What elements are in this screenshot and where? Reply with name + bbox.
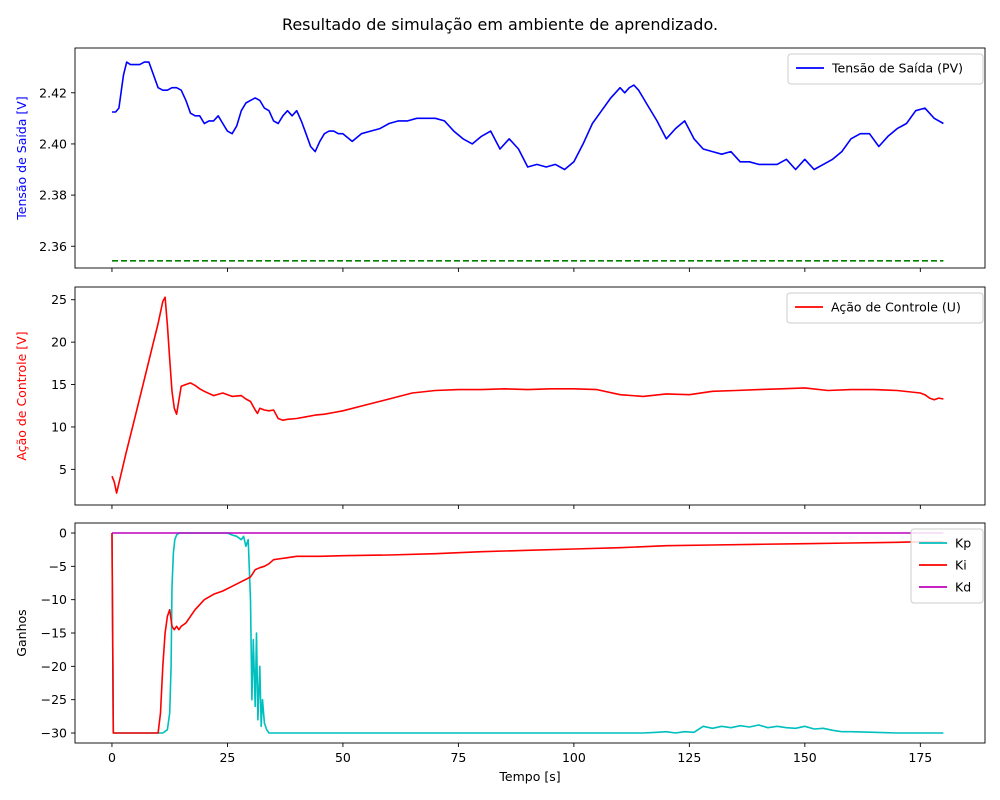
legend: Tensão de Saída (PV) [787, 53, 984, 85]
y-tick-label: 10 [51, 419, 67, 434]
legend-label: Kd [955, 580, 971, 595]
y-tick-label: 25 [51, 292, 67, 307]
series-line-tens-o-de-sa-da-pv- [112, 61, 944, 171]
legend-label: Ki [955, 558, 967, 573]
y-axis-label: Ganhos [14, 609, 29, 656]
y-tick-label: 15 [51, 377, 67, 392]
y-tick-label: 0 [59, 526, 67, 541]
x-tick-label: 175 [908, 750, 932, 765]
legend-box [910, 528, 984, 604]
series-line-ki [111, 532, 944, 734]
y-axis-label: Ação de Controle [V] [14, 331, 29, 460]
y-axis-label: Tensão de Saída [V] [14, 96, 29, 220]
x-tick-label: 100 [562, 750, 586, 765]
legend-box [786, 292, 984, 324]
figure-title: Resultado de simulação em ambiente de ap… [282, 15, 718, 34]
x-tick-label: 0 [108, 750, 116, 765]
legend: Ação de Controle (U) [786, 292, 984, 324]
y-tick-label: 2.36 [39, 239, 67, 254]
axes-frame [74, 47, 986, 269]
y-tick-label: −30 [41, 726, 67, 741]
y-tick-label: 2.38 [39, 188, 67, 203]
axes-frame [74, 286, 986, 506]
legend-label: Kp [955, 536, 971, 551]
x-tick-label: 150 [793, 750, 817, 765]
panel-gains: 0 25 50 75 100 125 150 175 −30 −25 −20 −15 −10 −5 0 Gan… [14, 522, 986, 784]
y-tick-label: −20 [41, 659, 67, 674]
x-tick-label: 50 [335, 750, 351, 765]
x-tick-label: 25 [219, 750, 235, 765]
panel-control-action: 5 10 15 20 25 Ação de Controle [V] Ação de Con… [14, 286, 986, 509]
y-tick-label: 5 [59, 462, 67, 477]
y-tick-label: 20 [51, 335, 67, 350]
legend: Kp Ki Kd [910, 528, 984, 604]
y-tick-label: −15 [41, 626, 67, 641]
legend-box [787, 53, 984, 85]
panel-output-voltage: 2.36 2.38 2.40 2.42 Tensão de Saída [V] Tensã… [14, 47, 986, 272]
y-tick-label: −25 [41, 692, 67, 707]
legend-label: Tensão de Saída (PV) [831, 61, 963, 76]
y-tick-label: −5 [49, 559, 67, 574]
legend-label: Ação de Controle (U) [831, 300, 961, 315]
series-line-a-o-de-controle-u- [111, 296, 944, 494]
series-line-kp [111, 532, 944, 734]
y-tick-label: −10 [41, 592, 67, 607]
x-tick-label: 75 [450, 750, 466, 765]
x-axis-label: Tempo [s] [498, 769, 560, 784]
axes-frame [74, 522, 986, 744]
x-tick-label: 125 [677, 750, 701, 765]
y-tick-label: 2.40 [39, 136, 67, 151]
y-tick-label: 2.42 [39, 85, 67, 100]
